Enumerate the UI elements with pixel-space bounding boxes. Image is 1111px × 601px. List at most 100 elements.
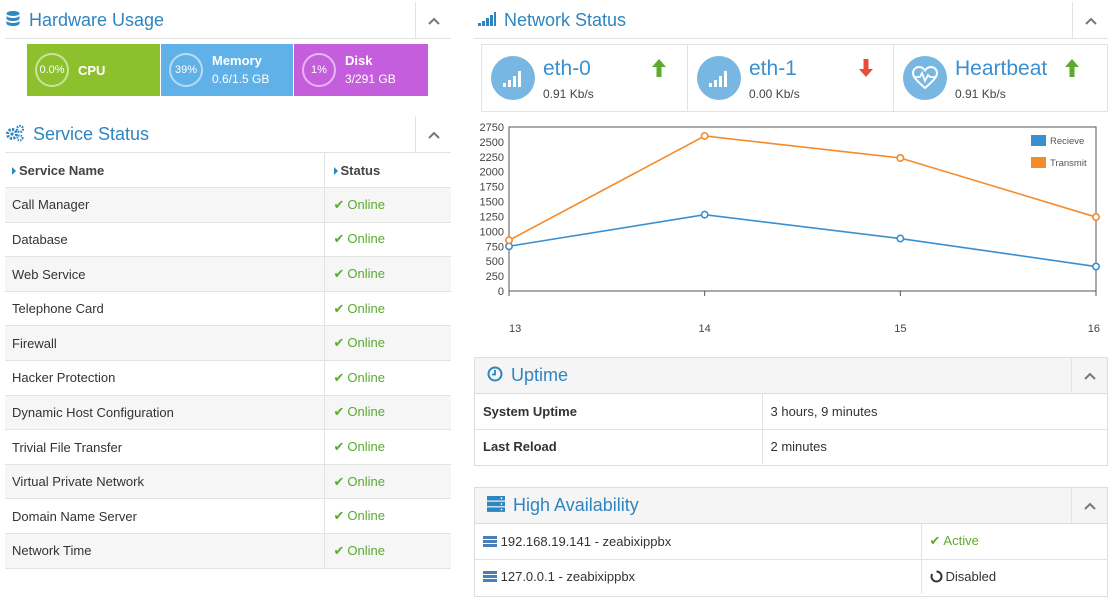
signal-icon	[491, 56, 535, 100]
check-icon: ✔	[333, 335, 345, 351]
clock-icon	[487, 366, 503, 385]
uptime-title: Uptime	[511, 365, 569, 385]
disk-tile: 1% Disk 3/291 GB	[294, 44, 428, 96]
y-tick-label: 1500	[480, 197, 504, 209]
service-status: ✔ Online	[324, 187, 451, 223]
table-row: Domain Name Server ✔ Online	[5, 498, 451, 535]
uptime-collapse-button[interactable]	[1071, 358, 1107, 393]
server-icon	[483, 569, 497, 584]
table-header-row: Service Name Status	[5, 153, 451, 189]
table-row: Trivial File Transfer ✔ Online	[5, 429, 451, 465]
ha-collapse-button[interactable]	[1071, 488, 1107, 523]
data-point	[1091, 262, 1100, 271]
chevron-up-icon	[427, 13, 440, 28]
y-tick-label: 750	[486, 241, 504, 253]
interface-name: eth-0	[543, 57, 591, 80]
ha-status: Disabled	[921, 559, 1107, 594]
divider	[474, 38, 1108, 39]
uptime-panel: Uptime System Uptime 3 hours, 9 minutes …	[474, 357, 1108, 466]
service-name: Virtual Private Network	[5, 464, 325, 500]
table-row: Call Manager ✔ Online	[5, 187, 451, 223]
memory-tile: 39% Memory 0.6/1.5 GB	[161, 44, 293, 96]
uptime-key: System Uptime	[475, 394, 763, 430]
legend-label: Recieve	[1050, 136, 1084, 147]
interface-name: Heartbeat	[955, 57, 1048, 80]
interface-card-eth-1: eth-1 0.00 Kb/s	[687, 44, 894, 112]
service-status: ✔ Online	[324, 222, 451, 258]
network-status-header: Network Status	[474, 2, 1108, 38]
memory-detail: 0.6/1.5 GB	[212, 72, 270, 86]
service-name: Trivial File Transfer	[5, 429, 325, 465]
network-collapse-button[interactable]	[1072, 2, 1108, 38]
service-status: ✔ Online	[324, 464, 451, 500]
y-tick-label: 2750	[480, 122, 504, 134]
y-tick-label: 2000	[480, 167, 504, 179]
column-header-service-name[interactable]: Service Name	[5, 153, 325, 189]
interface-name: eth-1	[749, 57, 797, 80]
disk-gauge: 1%	[302, 53, 336, 87]
service-status: ✔ Online	[324, 395, 451, 431]
disk-label: Disk	[345, 53, 373, 68]
y-tick-label: 1000	[480, 226, 504, 238]
spinner-icon	[930, 569, 946, 584]
arrow-up-icon	[652, 59, 666, 80]
service-collapse-button[interactable]	[415, 116, 451, 152]
uptime-key: Last Reload	[475, 429, 763, 464]
cpu-gauge: 0.0%	[35, 53, 69, 87]
high-availability-header: High Availability	[475, 488, 1107, 524]
table-row: 127.0.0.1 - zeabixippbx Disabled	[475, 559, 1107, 594]
chevron-up-icon	[1084, 13, 1097, 28]
service-status: ✔ Online	[324, 360, 451, 396]
y-tick-label: 1250	[480, 211, 504, 223]
column-header-status[interactable]: Status	[324, 153, 451, 189]
ha-node: 127.0.0.1 - zeabixippbx	[475, 559, 922, 594]
interface-rate: 0.91 Kb/s	[543, 87, 594, 101]
hardware-collapse-button[interactable]	[415, 2, 451, 38]
cpu-tile: 0.0% CPU	[27, 44, 160, 96]
data-point	[1091, 213, 1100, 222]
chevron-up-icon	[1083, 368, 1096, 383]
data-point	[700, 210, 709, 219]
table-row: Network Time ✔ Online	[5, 533, 451, 569]
high-availability-panel: High Availability 192.168.19.141 - zeabi…	[474, 487, 1108, 597]
table-row: Virtual Private Network ✔ Online	[5, 464, 451, 500]
cpu-label: CPU	[78, 62, 106, 78]
ha-status: ✔ Active	[921, 524, 1107, 560]
check-icon: ✔	[333, 300, 345, 316]
ha-node: 192.168.19.141 - zeabixippbx	[475, 524, 922, 560]
server-icon	[487, 496, 505, 515]
database-icon	[5, 10, 21, 31]
data-point	[896, 234, 905, 243]
series-line-recieve	[508, 213, 1097, 268]
plot-area	[508, 126, 1097, 292]
service-name: Hacker Protection	[5, 360, 325, 396]
service-name: Call Manager	[5, 187, 325, 223]
table-row: Dynamic Host Configuration ✔ Online	[5, 395, 451, 431]
memory-label: Memory	[212, 53, 262, 68]
service-status: ✔ Online	[324, 291, 451, 327]
check-icon: ✔	[333, 508, 345, 524]
y-tick-label: 0	[498, 286, 504, 298]
table-row: Database ✔ Online	[5, 222, 451, 258]
caret-right-icon	[333, 166, 338, 175]
y-tick-label: 2500	[480, 137, 504, 149]
service-status: ✔ Online	[324, 325, 451, 362]
service-status-table: Service Name Status Call Manager ✔ Online D…	[5, 153, 451, 569]
memory-gauge: 39%	[169, 53, 203, 87]
y-tick-label: 2250	[480, 152, 504, 164]
service-name: Firewall	[5, 325, 325, 362]
service-name: Network Time	[5, 533, 325, 569]
divider	[5, 152, 451, 153]
x-tick-label: 13	[509, 323, 521, 335]
disk-detail: 3/291 GB	[345, 72, 396, 86]
signal-icon	[697, 56, 741, 100]
interface-rate: 0.91 Kb/s	[955, 87, 1006, 101]
service-status: ✔ Online	[324, 256, 451, 292]
interface-card-heartbeat: Heartbeat 0.91 Kb/s	[893, 44, 1108, 112]
y-tick-label: 500	[486, 256, 504, 268]
table-row: 192.168.19.141 - zeabixippbx ✔ Active	[475, 524, 1107, 560]
service-name: Database	[5, 222, 325, 258]
x-tick-label: 16	[1088, 323, 1100, 335]
legend-label: Transmit	[1050, 158, 1087, 169]
service-name: Domain Name Server	[5, 498, 325, 535]
